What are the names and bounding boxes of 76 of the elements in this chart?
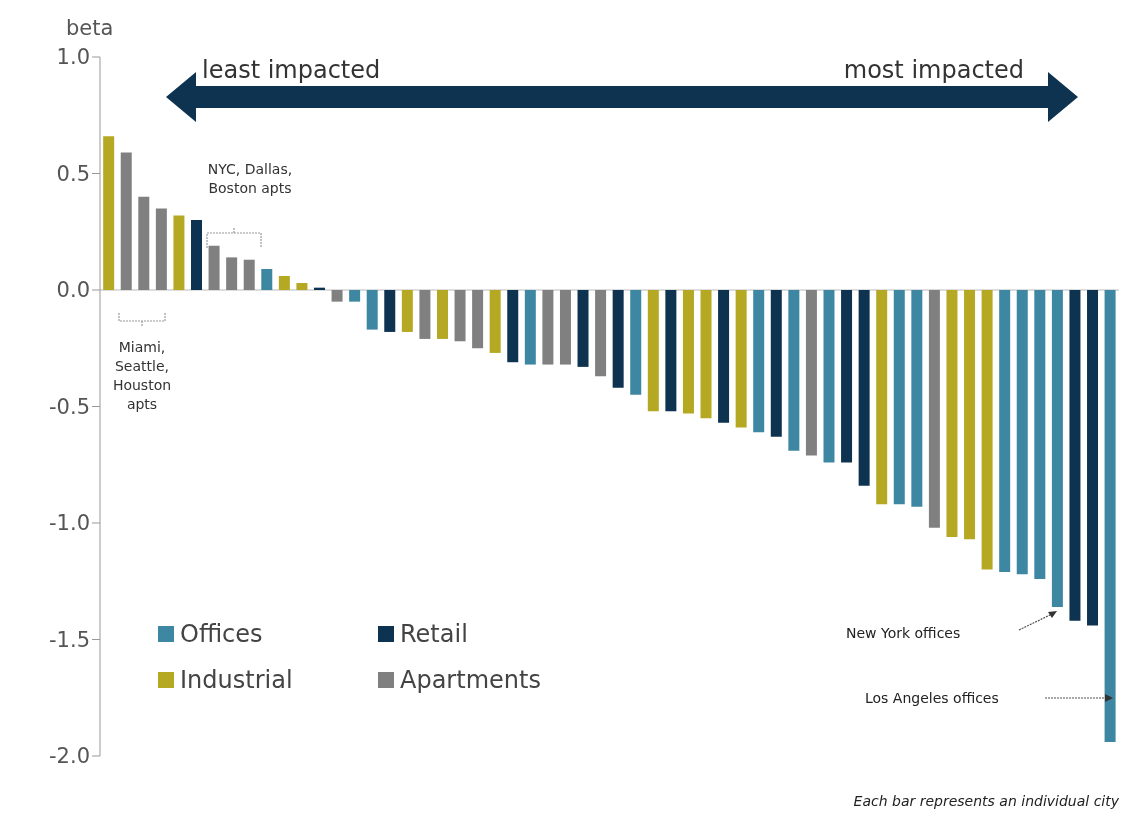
- bar: [964, 290, 976, 540]
- y-axis-title: beta: [66, 16, 114, 40]
- bar: [296, 283, 308, 290]
- bar: [665, 290, 677, 412]
- bar: [1104, 290, 1116, 743]
- legend-label: Apartments: [400, 666, 541, 694]
- bar: [507, 290, 519, 363]
- bar: [946, 290, 958, 537]
- bar: [454, 290, 466, 342]
- annotation: most impacted: [843, 55, 1024, 86]
- annotation: least impacted: [202, 55, 381, 86]
- bar: [191, 220, 203, 290]
- bar: [718, 290, 730, 423]
- bar: [436, 290, 448, 339]
- bar: [630, 290, 642, 395]
- bar: [841, 290, 853, 463]
- y-tick-label: -1.0: [49, 511, 90, 536]
- bar: [770, 290, 782, 437]
- bar: [647, 290, 659, 412]
- bar: [577, 290, 589, 367]
- bar: [120, 152, 132, 290]
- bar: [331, 290, 343, 302]
- bar: [524, 290, 536, 365]
- bar: [559, 290, 571, 365]
- y-tick-label: -1.5: [49, 627, 90, 652]
- bar: [1069, 290, 1081, 621]
- bar: [805, 290, 817, 456]
- bar: [173, 215, 185, 290]
- bar: [349, 290, 361, 302]
- bar: [911, 290, 923, 507]
- legend-label: Industrial: [180, 666, 293, 694]
- bar: [1034, 290, 1046, 579]
- bar: [103, 136, 115, 290]
- legend-label: Offices: [180, 620, 263, 648]
- bar: [700, 290, 712, 419]
- bar: [419, 290, 431, 339]
- annotation: New York offices: [846, 624, 961, 643]
- bar: [472, 290, 484, 349]
- bar: [226, 257, 238, 290]
- y-tick-label: 0.5: [56, 161, 90, 186]
- bar: [788, 290, 800, 451]
- bar: [1016, 290, 1028, 575]
- bar: [401, 290, 413, 332]
- y-tick-label: 1.0: [56, 45, 90, 70]
- bar: [682, 290, 694, 414]
- bar: [928, 290, 940, 528]
- bar: [384, 290, 396, 332]
- bar: [999, 290, 1011, 572]
- bar: [595, 290, 607, 377]
- bar: [542, 290, 554, 365]
- bar: [243, 259, 255, 290]
- bar: [138, 196, 150, 290]
- bar: [155, 208, 167, 290]
- annotation: NYC, Dallas, Boston apts: [206, 160, 294, 198]
- y-tick-label: -2.0: [49, 744, 90, 769]
- bar: [208, 245, 220, 290]
- bar: [612, 290, 624, 388]
- legend-label: Retail: [400, 620, 468, 648]
- bar: [981, 290, 993, 570]
- y-tick-label: -0.5: [49, 394, 90, 419]
- y-tick-label: 0.0: [56, 278, 90, 303]
- text: Each bar represents an individual city: [853, 792, 1119, 811]
- bar: [366, 290, 378, 330]
- annotation: Los Angeles offices: [865, 689, 999, 708]
- bar: [858, 290, 870, 486]
- bar: [1087, 290, 1099, 626]
- bar: [735, 290, 747, 428]
- bar: [876, 290, 888, 505]
- bar: [278, 276, 290, 290]
- bar: [489, 290, 501, 353]
- bar: [1051, 290, 1063, 607]
- bar: [261, 269, 273, 290]
- annotation: Miami, Seattle, Houston apts: [111, 338, 173, 414]
- bar: [893, 290, 905, 505]
- bar: [753, 290, 765, 433]
- bar: [823, 290, 835, 463]
